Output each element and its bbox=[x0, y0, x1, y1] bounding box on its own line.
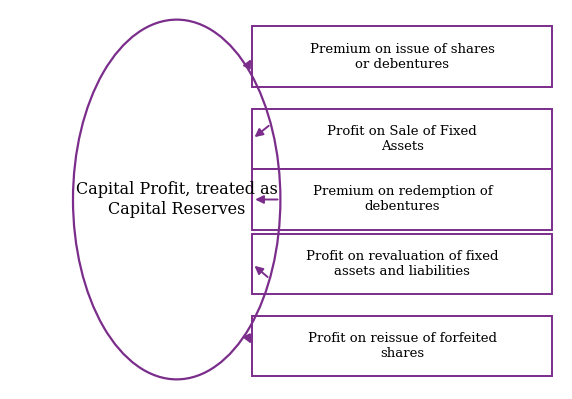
Text: Premium on redemption of
debentures: Premium on redemption of debentures bbox=[312, 186, 492, 213]
FancyBboxPatch shape bbox=[252, 169, 553, 230]
FancyBboxPatch shape bbox=[252, 109, 553, 169]
FancyBboxPatch shape bbox=[252, 316, 553, 376]
Text: Premium on issue of shares
or debentures: Premium on issue of shares or debentures bbox=[310, 43, 495, 71]
FancyBboxPatch shape bbox=[252, 234, 553, 294]
Text: Profit on Sale of Fixed
Assets: Profit on Sale of Fixed Assets bbox=[327, 125, 477, 153]
Text: Profit on reissue of forfeited
shares: Profit on reissue of forfeited shares bbox=[308, 332, 497, 360]
FancyBboxPatch shape bbox=[252, 26, 553, 87]
Text: Profit on revaluation of fixed
assets and liabilities: Profit on revaluation of fixed assets an… bbox=[306, 250, 499, 278]
Text: Capital Profit, treated as
Capital Reserves: Capital Profit, treated as Capital Reser… bbox=[76, 181, 277, 218]
